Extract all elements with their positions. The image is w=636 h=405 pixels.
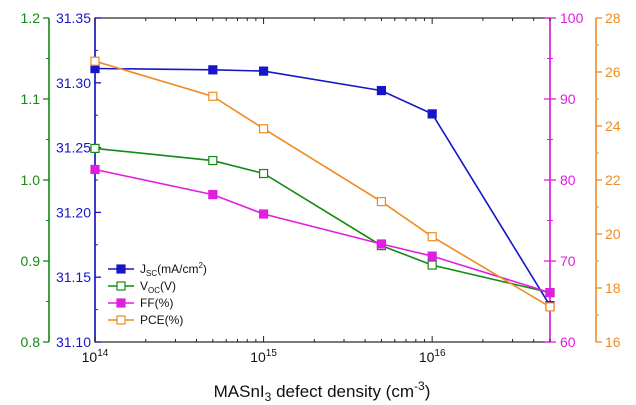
voc-tick-label: 0.8 <box>21 334 41 350</box>
data-point-jsc <box>208 65 218 75</box>
legend: JSC(mA/cm2)VOC(V)FF(%) PCE(%) <box>108 261 207 327</box>
voc-tick-label: 0.9 <box>21 253 41 269</box>
data-point-pce <box>258 124 269 134</box>
jsc-tick-label: 31.35 <box>56 10 91 26</box>
ff-tick-label: 100 <box>560 10 584 26</box>
data-point-pce <box>427 232 437 242</box>
data-point-ff <box>376 239 387 249</box>
series-layer <box>90 56 555 312</box>
jsc-tick-label: 31.20 <box>56 204 91 220</box>
x-axis-label: MASnI3 defect density (cm-3) <box>214 379 431 404</box>
legend-label-pce: PCE(%) <box>140 313 183 327</box>
x-tick-label: 1014 <box>82 348 109 365</box>
jsc-tick-label: 31.30 <box>56 75 91 91</box>
x-tick-label: 1015 <box>250 348 277 365</box>
ff-tick-label: 60 <box>560 334 576 350</box>
x-tick-label: 1016 <box>419 348 446 365</box>
series-line-jsc <box>94 67 551 307</box>
data-point-ff <box>545 287 555 298</box>
jsc-tick-label: 31.10 <box>56 334 91 350</box>
data-point-jsc <box>258 66 269 76</box>
legend-label-voc: VOC(V) <box>140 279 176 295</box>
data-point-pce <box>545 302 555 312</box>
jsc-tick-label: 31.25 <box>56 140 91 156</box>
data-point-voc <box>427 260 437 270</box>
jsc-tick-label: 31.15 <box>56 269 91 285</box>
data-point-ff <box>90 164 100 175</box>
pce-tick-label: 26 <box>605 64 621 80</box>
legend-marker-ff <box>116 298 126 308</box>
data-point-pce <box>376 197 387 207</box>
voc-tick-label: 1.1 <box>21 91 41 107</box>
data-point-voc <box>90 143 100 154</box>
data-point-pce <box>208 91 218 101</box>
legend-marker-jsc <box>116 264 126 274</box>
pce-tick-label: 22 <box>605 172 621 188</box>
data-point-ff <box>258 209 269 219</box>
voc-tick-label: 1.0 <box>21 172 41 188</box>
ff-tick-label: 90 <box>560 91 576 107</box>
plot-frame <box>94 17 551 343</box>
series-line-pce <box>94 60 551 308</box>
series-line-ff <box>94 168 551 294</box>
ff-tick-label: 80 <box>560 172 576 188</box>
data-point-jsc <box>427 109 437 119</box>
voc-tick-label: 1.2 <box>21 10 41 26</box>
pce-tick-label: 20 <box>605 226 621 242</box>
ff-tick-label: 70 <box>560 253 576 269</box>
legend-label-jsc: JSC(mA/cm2) <box>140 261 207 278</box>
data-point-voc <box>258 168 269 179</box>
pce-tick-label: 18 <box>605 280 621 296</box>
data-point-jsc <box>376 85 387 96</box>
pce-tick-label: 16 <box>605 334 621 350</box>
series-line-voc <box>94 147 551 294</box>
legend-label-ff: FF(%) <box>140 296 173 310</box>
legend-marker-pce <box>116 315 126 325</box>
legend-marker-voc <box>116 281 126 291</box>
data-point-voc <box>208 155 218 166</box>
pce-tick-label: 28 <box>605 10 621 26</box>
data-point-pce <box>90 56 100 66</box>
data-point-ff <box>208 189 218 200</box>
data-point-ff <box>427 251 437 261</box>
axes-layer: 0.8 0.9 1.0 1.1 1.2 31.10 31.15 31.20 31.25 31.30… <box>21 10 621 365</box>
pce-tick-label: 24 <box>605 118 621 134</box>
